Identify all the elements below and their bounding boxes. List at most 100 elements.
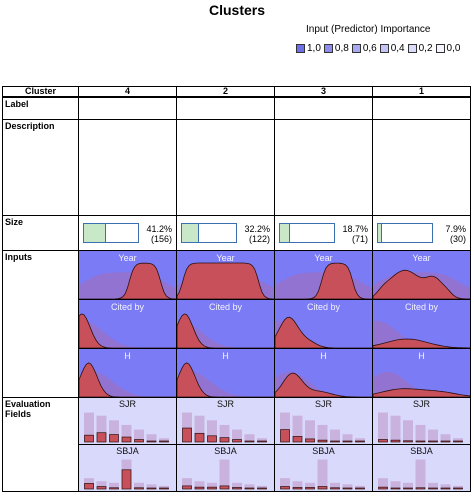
density-plot — [275, 262, 372, 299]
input-cell-year[interactable]: Year — [78, 249, 177, 300]
legend-swatch-3 — [351, 44, 361, 53]
legend-label: 0,4 — [390, 43, 405, 54]
overall-bar — [317, 459, 328, 489]
overall-bar — [330, 482, 340, 489]
overall-bar — [403, 482, 413, 489]
size-count: (30) — [449, 233, 466, 244]
cluster-header[interactable]: 4 — [78, 86, 177, 98]
overall-bar — [453, 485, 463, 489]
cluster-bar — [280, 485, 290, 489]
overall-bar — [305, 482, 315, 489]
cluster-bar — [453, 487, 463, 489]
cluster-distribution — [275, 316, 372, 348]
cluster-distribution — [275, 372, 372, 397]
cluster-bar — [378, 486, 388, 489]
cluster-header[interactable]: 2 — [176, 86, 275, 98]
cluster-bar — [355, 487, 365, 489]
overall-bar — [292, 415, 303, 442]
legend-label: 1,0 — [307, 43, 321, 54]
cluster-header[interactable]: 3 — [274, 86, 373, 98]
overall-distribution — [177, 320, 274, 348]
cluster-bar — [146, 440, 157, 442]
input-cell-cited-by[interactable]: Cited by — [372, 298, 471, 349]
cluster-bar — [453, 440, 463, 442]
eval-cell-sjr[interactable]: SJR — [176, 396, 275, 445]
input-cell-h[interactable]: H — [176, 347, 275, 398]
field-label: H — [320, 350, 327, 361]
cluster-bar — [134, 438, 144, 442]
cluster-bar — [257, 440, 267, 442]
eval-cell-sbja[interactable]: SBJA — [274, 443, 373, 492]
eval-row-sjr: Evaluation Fields SJR SJR SJR SJR — [2, 396, 471, 492]
label-cell — [78, 96, 177, 120]
density-plot — [177, 312, 274, 348]
legend-label: 0,0 — [446, 43, 461, 54]
field-label: Year — [118, 252, 137, 263]
label-cell — [372, 96, 471, 120]
eval-cell-sjr[interactable]: SJR — [372, 396, 471, 445]
field-label: SBJA — [312, 445, 335, 456]
overall-bar — [355, 485, 365, 489]
overall-bar — [355, 437, 365, 442]
cluster-distribution — [177, 262, 274, 299]
overall-bar — [305, 419, 315, 442]
density-plot — [373, 269, 470, 299]
size-cell[interactable]: 18.7% (71) — [274, 214, 373, 251]
size-percent: 18.7% — [342, 223, 368, 234]
size-cell[interactable]: 41.2% (156) — [78, 214, 177, 251]
overall-bar — [317, 424, 328, 442]
histogram — [182, 459, 267, 489]
cluster-bar — [219, 436, 230, 442]
size-cell[interactable]: 7.9% (30) — [372, 214, 471, 251]
legend-swatch-5 — [407, 44, 417, 53]
size-percent: 41.2% — [146, 223, 172, 234]
histogram — [378, 412, 463, 442]
cluster-bar — [415, 486, 426, 489]
input-cell-cited-by[interactable]: Cited by — [274, 298, 373, 349]
field-label: Cited by — [306, 301, 341, 312]
overall-bar — [109, 482, 119, 489]
overall-bar — [159, 485, 169, 489]
size-cell[interactable]: 32.2% (122) — [176, 214, 275, 251]
eval-cell-sjr[interactable]: SJR — [274, 396, 373, 445]
eval-cell-sjr[interactable]: SJR — [78, 396, 177, 445]
cluster-distribution — [79, 262, 176, 299]
cluster-header[interactable]: 1 — [372, 86, 471, 98]
field-label: H — [222, 350, 229, 361]
size-bar — [377, 222, 433, 243]
input-cell-year[interactable]: Year — [176, 249, 275, 300]
density-plot — [373, 320, 470, 348]
cluster-bar — [280, 428, 290, 442]
input-cell-year[interactable]: Year — [372, 249, 471, 300]
input-cell-cited-by[interactable]: Cited by — [78, 298, 177, 349]
row-header-evaluation: Evaluation Fields — [2, 396, 79, 492]
overall-bar — [440, 433, 451, 442]
size-bar — [279, 222, 335, 243]
input-cell-h[interactable]: H — [274, 347, 373, 398]
overall-bar — [182, 412, 192, 442]
cluster-bar — [84, 482, 94, 489]
overall-bar — [342, 483, 353, 489]
input-cell-cited-by[interactable]: Cited by — [176, 298, 275, 349]
legend-label: 0,6 — [362, 43, 377, 54]
density-plot — [177, 361, 274, 397]
cluster-bar — [440, 440, 451, 442]
input-cell-year[interactable]: Year — [274, 249, 373, 300]
size-value: 41.2% (156) — [146, 224, 172, 244]
eval-cell-sbja[interactable]: SBJA — [372, 443, 471, 492]
eval-cell-sbja[interactable]: SBJA — [78, 443, 177, 492]
density-plot — [275, 316, 372, 348]
cluster-bar — [109, 486, 119, 489]
cluster-bar — [96, 485, 107, 489]
cluster-bar — [96, 431, 107, 442]
eval-cell-sbja[interactable]: SBJA — [176, 443, 275, 492]
overall-bar — [219, 459, 230, 489]
input-cell-h[interactable]: H — [372, 347, 471, 398]
header-row: Cluster 4 2 3 1 — [2, 86, 471, 98]
overall-bar — [146, 483, 157, 489]
cluster-bar — [121, 436, 132, 442]
overall-bar — [159, 437, 169, 442]
input-cell-h[interactable]: H — [78, 347, 177, 398]
field-label: SBJA — [410, 445, 433, 456]
importance-legend: 1,0 0,8 0,6 0,4 0,2 0,0 — [296, 43, 463, 54]
